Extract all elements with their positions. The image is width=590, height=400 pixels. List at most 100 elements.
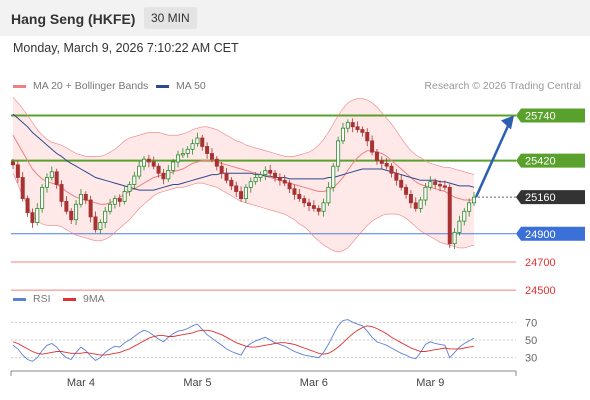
candle-body xyxy=(117,198,122,202)
candle-body xyxy=(311,205,316,209)
legend-rsi-ma-label: 9MA xyxy=(83,293,105,305)
candle-body xyxy=(428,181,433,188)
candle-body xyxy=(263,170,268,176)
candle-body xyxy=(98,222,103,230)
rsi-tick-70: 70 xyxy=(525,317,537,329)
candle-body xyxy=(471,196,476,204)
level-label-24900: 24900 xyxy=(525,229,556,241)
candle-body xyxy=(74,203,79,221)
candle-body xyxy=(171,161,176,171)
candle-body xyxy=(350,122,355,128)
candle-body xyxy=(452,231,457,245)
candle-body xyxy=(360,129,365,133)
candle-body xyxy=(282,179,287,184)
level-label-25160: 25160 xyxy=(525,192,556,204)
candle-body xyxy=(389,165,394,174)
candle-body xyxy=(423,186,428,201)
header-bar: Hang Seng (HKFE) 30 MIN xyxy=(0,0,590,36)
candle-body xyxy=(142,158,147,167)
candle-body xyxy=(83,193,88,201)
timeframe-button[interactable]: 30 MIN xyxy=(144,7,197,29)
candle-body xyxy=(316,208,321,212)
candle-body xyxy=(209,153,214,160)
candle-body xyxy=(433,181,438,185)
candle-body xyxy=(175,154,180,163)
candle-body xyxy=(49,171,54,178)
legend-ma50-label: MA 50 xyxy=(176,80,206,92)
candle-body xyxy=(302,198,307,204)
candle-body xyxy=(44,177,49,188)
candle-body xyxy=(69,210,74,221)
candle-body xyxy=(137,165,142,177)
candle-body xyxy=(234,185,239,192)
legend-rsi-ma: 9MA xyxy=(63,293,105,305)
legend-rsi: RSI xyxy=(13,293,51,305)
candle-body xyxy=(457,220,462,233)
legend-bb: MA 20 + Bollinger Bands xyxy=(13,80,148,92)
level-label-25420: 25420 xyxy=(525,156,556,168)
candle-body xyxy=(40,186,45,209)
candle-body xyxy=(127,184,132,192)
candle-body xyxy=(30,212,35,223)
candle-body xyxy=(219,165,224,174)
candle-body xyxy=(287,182,292,190)
candle-body xyxy=(408,193,413,204)
candle-body xyxy=(374,151,379,161)
candle-body xyxy=(253,177,258,183)
level-badge-24900 xyxy=(516,226,585,241)
bollinger-band-fill xyxy=(13,97,474,253)
candle-body xyxy=(103,210,108,223)
candle-body xyxy=(345,122,350,129)
candle-body xyxy=(166,170,171,180)
ma50-swatch xyxy=(156,84,169,88)
candle-body xyxy=(205,146,210,154)
candle-body xyxy=(54,171,59,185)
candle-body xyxy=(462,210,467,222)
bb-swatch xyxy=(13,84,26,88)
candle-body xyxy=(438,184,443,187)
candle-body xyxy=(248,181,253,188)
legend-bb-label: MA 20 + Bollinger Bands xyxy=(33,80,149,92)
candle-body xyxy=(268,170,273,174)
candle-body xyxy=(394,172,399,181)
candle-body xyxy=(122,191,127,202)
research-credit: Research © 2026 Trading Central xyxy=(424,80,581,92)
candle-body xyxy=(384,162,389,167)
candle-body xyxy=(340,127,345,142)
candle-body xyxy=(336,140,341,167)
candle-body xyxy=(467,202,472,212)
candle-body xyxy=(15,164,20,178)
candles xyxy=(10,118,476,250)
rsi-ma-swatch xyxy=(63,297,76,301)
candle-body xyxy=(151,161,156,167)
level-label-24500: 24500 xyxy=(525,285,556,297)
candle-body xyxy=(243,186,248,199)
x-tick-mar-4: Mar 4 xyxy=(67,377,95,389)
rsi-tick-50: 50 xyxy=(525,335,537,347)
level-badge-25420 xyxy=(516,153,585,168)
candle-body xyxy=(59,184,64,202)
level-label-25740: 25740 xyxy=(525,110,556,122)
x-tick-mar-6: Mar 6 xyxy=(300,377,328,389)
candle-body xyxy=(185,148,190,154)
candle-body xyxy=(239,191,244,199)
level-badge-25160 xyxy=(516,190,585,205)
forecast-arrow-head xyxy=(501,115,514,130)
candle-body xyxy=(25,198,30,214)
bb-lower-line xyxy=(12,173,475,253)
candle-body xyxy=(132,175,137,185)
candle-body xyxy=(10,161,15,166)
candle-body xyxy=(258,174,263,178)
candle-body xyxy=(214,158,219,167)
candle-body xyxy=(447,186,452,245)
candle-body xyxy=(156,165,161,174)
rsi-swatch xyxy=(13,297,26,301)
candle-body xyxy=(112,198,117,205)
candle-body xyxy=(35,208,40,223)
candle-body xyxy=(200,137,205,147)
candle-body xyxy=(64,201,69,212)
candle-body xyxy=(146,158,151,163)
candle-body xyxy=(442,185,447,188)
forecast-arrow-shaft xyxy=(474,120,512,198)
